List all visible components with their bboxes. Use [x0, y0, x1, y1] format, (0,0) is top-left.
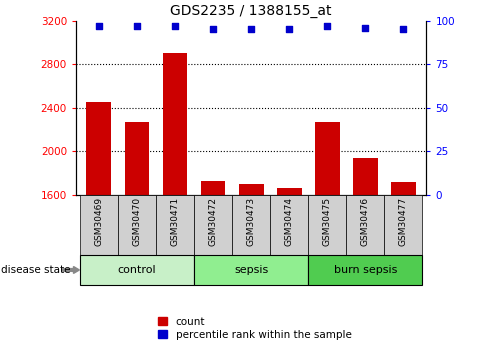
Text: GSM30470: GSM30470 [132, 197, 142, 246]
Point [171, 23, 179, 29]
Title: GDS2235 / 1388155_at: GDS2235 / 1388155_at [171, 4, 332, 18]
Bar [385, 195, 422, 255]
Point [323, 23, 331, 29]
Bar [156, 195, 194, 255]
Bar [277, 188, 301, 195]
Bar [124, 122, 149, 195]
Bar [201, 181, 225, 195]
Point [399, 27, 407, 32]
Point [247, 27, 255, 32]
Text: GSM30471: GSM30471 [171, 197, 179, 246]
Text: GSM30477: GSM30477 [399, 197, 408, 246]
Bar [270, 195, 308, 255]
Bar [239, 184, 264, 195]
Bar [194, 195, 232, 255]
Text: GSM30476: GSM30476 [361, 197, 370, 246]
Point [362, 25, 369, 30]
Text: GSM30474: GSM30474 [285, 197, 294, 246]
Bar [194, 255, 308, 285]
Legend: count, percentile rank within the sample: count, percentile rank within the sample [158, 317, 352, 340]
Bar [118, 195, 156, 255]
Text: control: control [118, 265, 156, 275]
Bar [80, 255, 194, 285]
Bar [80, 195, 118, 255]
Bar [353, 158, 378, 195]
Bar [232, 195, 270, 255]
Text: GSM30469: GSM30469 [94, 197, 103, 246]
Text: sepsis: sepsis [234, 265, 268, 275]
Text: burn sepsis: burn sepsis [334, 265, 397, 275]
Point [285, 27, 293, 32]
Bar [315, 122, 340, 195]
Point [209, 27, 217, 32]
Point [95, 23, 103, 29]
Bar [346, 195, 385, 255]
Point [133, 23, 141, 29]
Text: GSM30473: GSM30473 [246, 197, 256, 246]
Bar [391, 183, 416, 195]
Text: disease state: disease state [1, 265, 71, 275]
Bar [308, 195, 346, 255]
Bar [308, 255, 422, 285]
Text: GSM30475: GSM30475 [323, 197, 332, 246]
Text: GSM30472: GSM30472 [209, 197, 218, 246]
Bar [163, 53, 187, 195]
Bar [86, 102, 111, 195]
